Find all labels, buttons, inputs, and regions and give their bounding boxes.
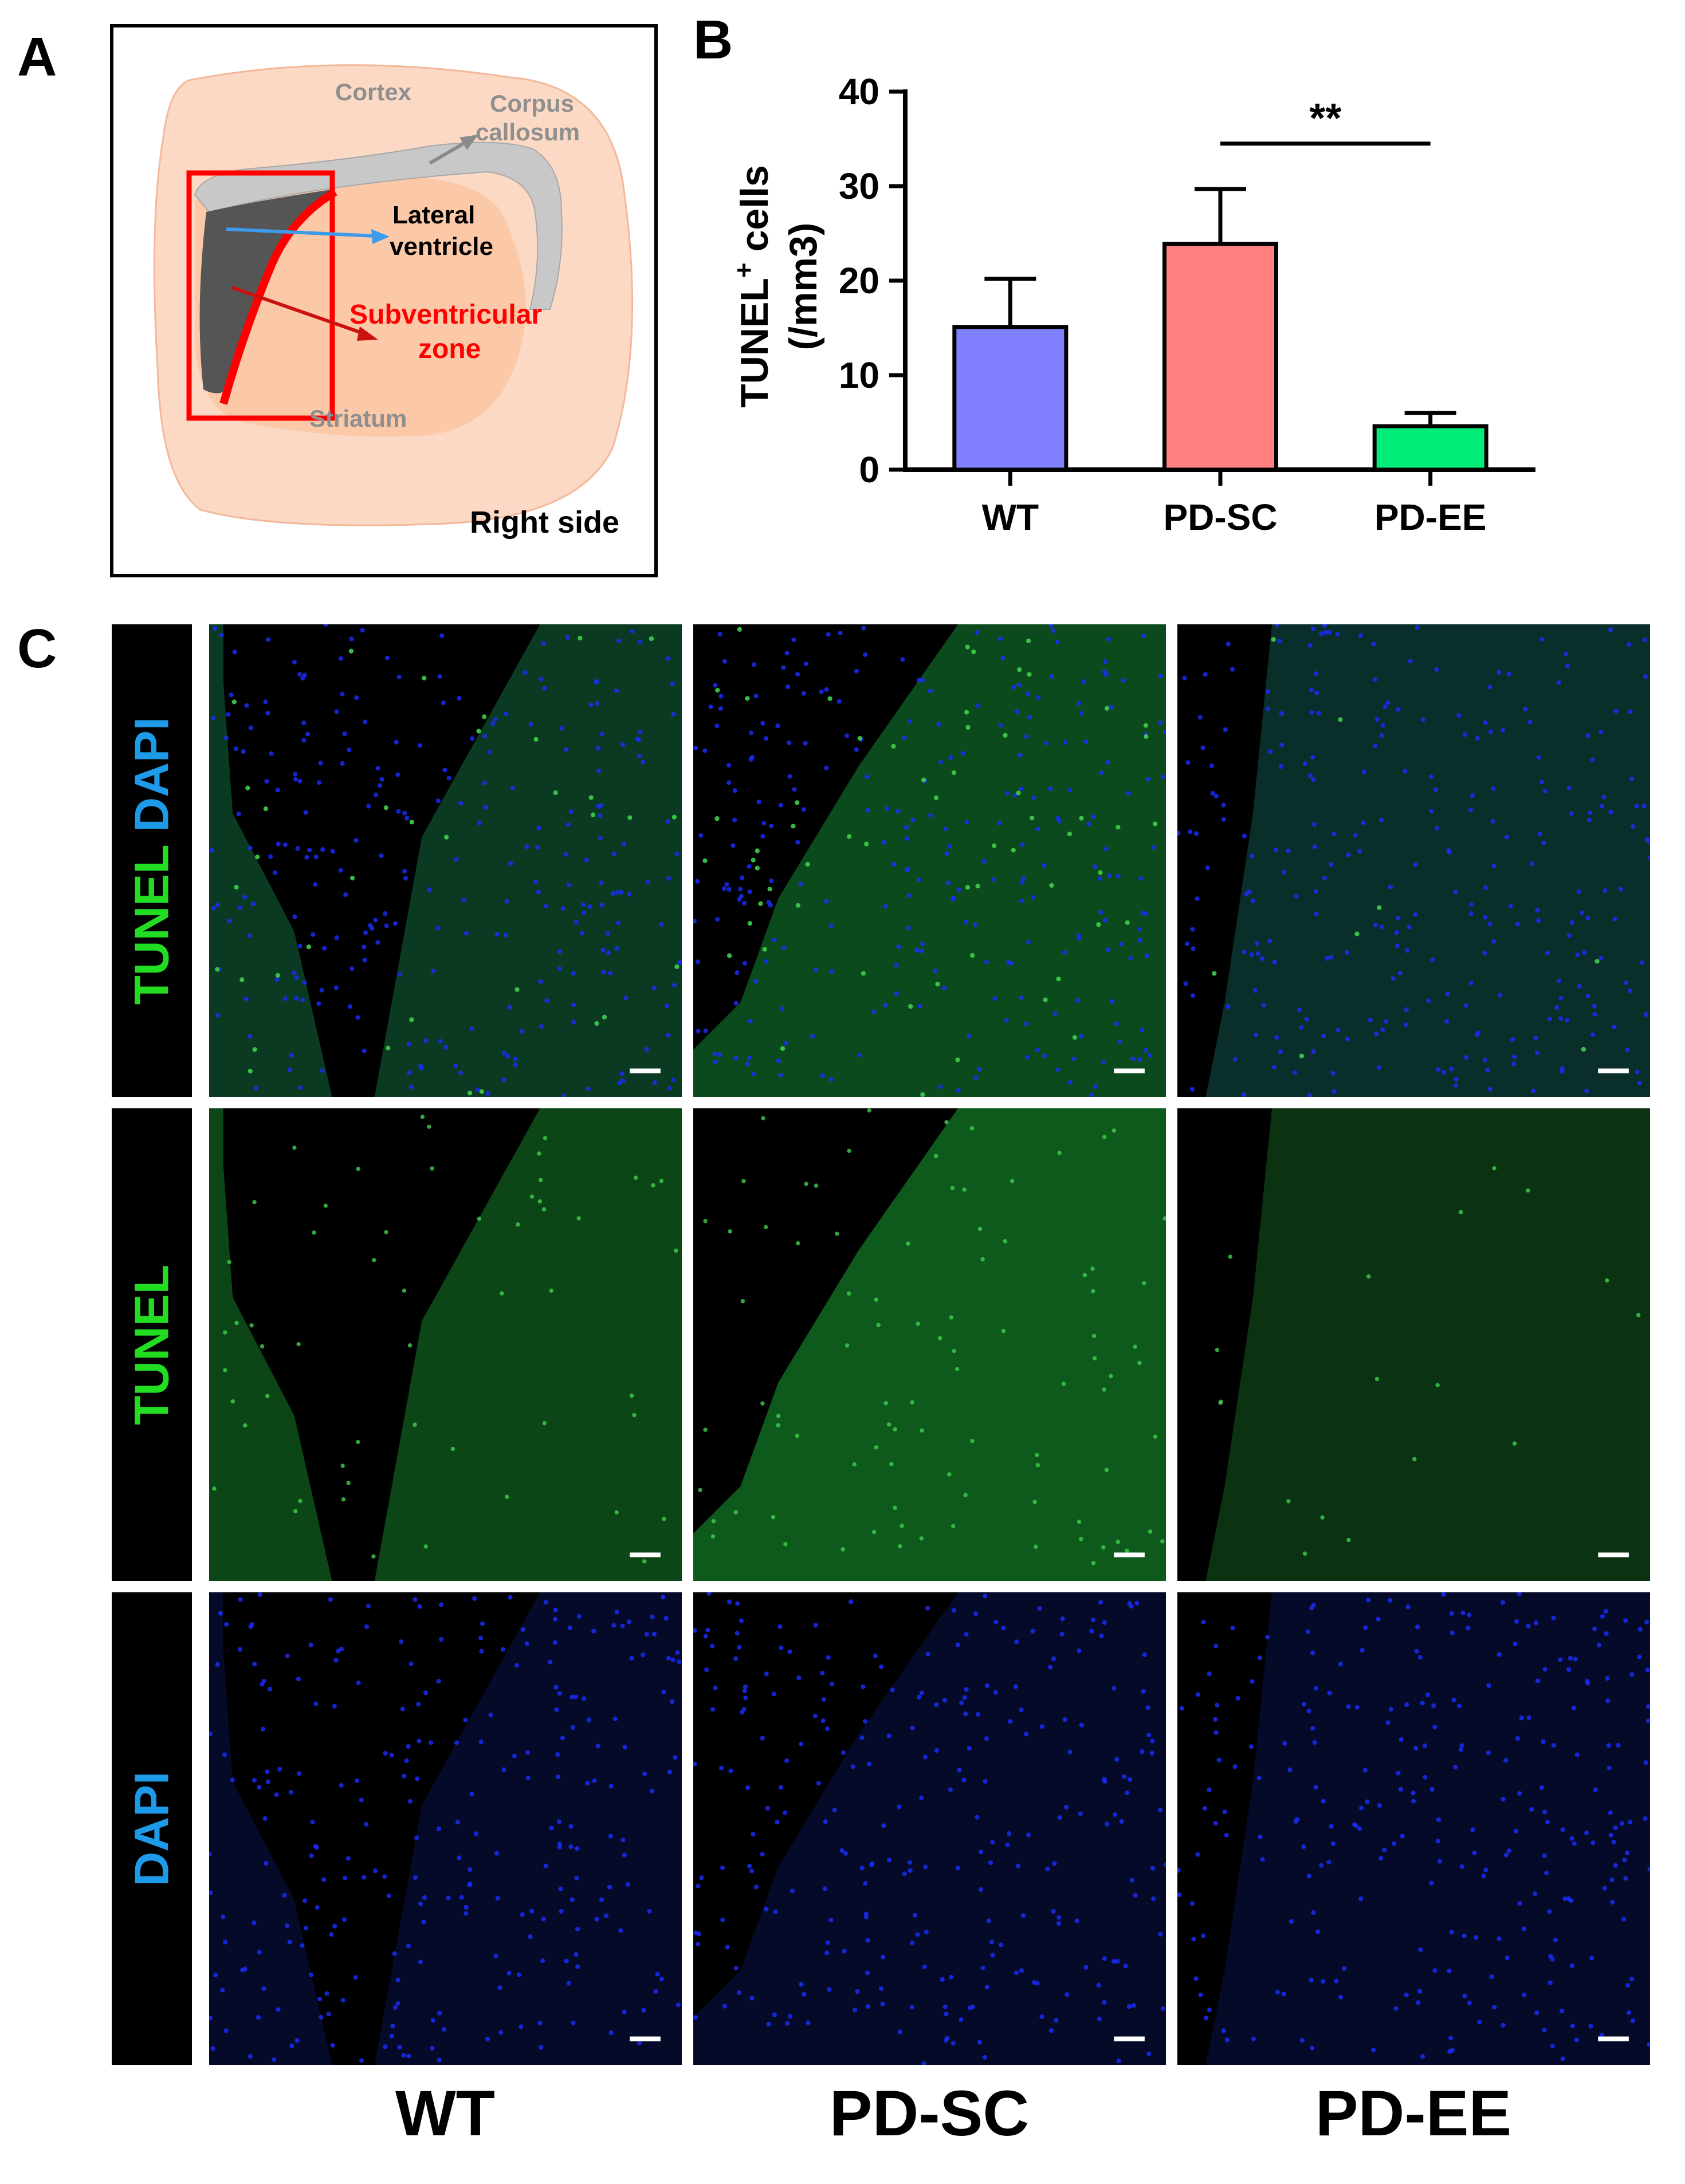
- micrograph-image: [693, 1108, 1166, 1581]
- label-right-side: Right side: [470, 505, 619, 540]
- label-corpus-2: callosum: [476, 119, 580, 145]
- x-tick-label: PD-EE: [1374, 497, 1487, 538]
- micrograph-image: [1177, 624, 1650, 1097]
- row-label-part: TUNEL: [124, 1264, 179, 1425]
- y-tick-label: 10: [839, 355, 879, 396]
- ventricle-region: [693, 1592, 958, 2018]
- bar-pd-sc: [1162, 242, 1278, 472]
- y-tick-label: 30: [839, 166, 879, 207]
- scale-bar: [1114, 2036, 1145, 2041]
- row-label-text: TUNEL: [124, 1265, 180, 1425]
- label-striatum: Striatum: [309, 405, 407, 432]
- y-axis-title: TUNEL+ cells: [729, 165, 776, 408]
- y-axis-unit: (/mm3): [781, 223, 825, 351]
- tunel-bar-chart: 0 10 20 30 40 WT PD-SC PD-EE ** TUNEL+ cells(/mm3…: [729, 71, 1535, 538]
- micrograph-image: [693, 1592, 1166, 2065]
- micrograph-tunel-1: [693, 1108, 1166, 1581]
- lateral-ventricle: [199, 189, 335, 393]
- scale-bar: [630, 1068, 661, 1073]
- micrograph-tunel-0: [209, 1108, 682, 1581]
- label-cortex: Cortex: [335, 78, 412, 105]
- scale-bar: [630, 1552, 661, 1557]
- ventricle-region: [1177, 624, 1272, 1097]
- column-label-pd-ee: PD-EE: [1315, 2077, 1512, 2149]
- bar-pd-ee: [1372, 424, 1488, 472]
- scale-bar: [630, 2036, 661, 2041]
- scale-bar: [1598, 2036, 1629, 2041]
- label-corpus-1: Corpus: [490, 90, 574, 117]
- significance-label: **: [1309, 96, 1341, 141]
- region-of-interest-box: [186, 170, 335, 421]
- ventricle-region: [693, 624, 958, 1050]
- svz-line: [219, 188, 337, 405]
- micrograph-dapi-0: [209, 1592, 682, 2065]
- scale-bar: [1114, 1552, 1145, 1557]
- ventricle-region: [223, 624, 540, 1097]
- micrograph-image: [693, 624, 1166, 1097]
- row-label-tunel: TUNEL: [112, 1108, 192, 1581]
- micrograph-image: [209, 1592, 682, 2065]
- brain-schematic: Cortex Corpus callosum Lateral ventricle…: [110, 24, 658, 577]
- row-label-text: TUNEL DAPI: [124, 717, 180, 1005]
- ventricle-region: [693, 1108, 958, 1534]
- panel-label-a: A: [17, 26, 57, 88]
- corpus-callosum: [194, 141, 563, 310]
- micrograph-image: [209, 624, 682, 1097]
- x-tick-label: PD-SC: [1163, 497, 1277, 538]
- micrograph-merge-0: [209, 624, 682, 1097]
- bar-wt: [952, 325, 1069, 472]
- panel-label-c: C: [17, 618, 57, 679]
- row-label-part: TUNEL: [124, 845, 179, 1005]
- ventricle-region: [1177, 1108, 1272, 1581]
- y-axis-title-sup: +: [729, 262, 759, 278]
- micrograph-image: [209, 1108, 682, 1581]
- row-label-text: DAPI: [124, 1771, 180, 1886]
- label-svz-2: zone: [418, 334, 481, 364]
- scale-bar: [1598, 1552, 1629, 1557]
- scale-bar: [1598, 1068, 1629, 1073]
- micrograph-image: [1177, 1108, 1650, 1581]
- micrograph-image: [1177, 1592, 1650, 2065]
- row-label-part: DAPI: [124, 1771, 179, 1886]
- ventricle-region: [223, 1592, 540, 2065]
- ventricle-region: [223, 1108, 540, 1581]
- column-label-pd-sc: PD-SC: [829, 2077, 1030, 2149]
- micrograph-tunel-2: [1177, 1108, 1650, 1581]
- micrograph-merge-2: [1177, 624, 1650, 1097]
- x-tick-label: WT: [982, 497, 1039, 538]
- row-label-part: DAPI: [124, 717, 179, 845]
- row-label-dapi: DAPI: [112, 1592, 192, 2065]
- label-svz-1: Subventricular: [349, 300, 542, 330]
- panel-label-b: B: [693, 9, 733, 70]
- micrograph-dapi-1: [693, 1592, 1166, 2065]
- scale-bar: [1114, 1068, 1145, 1073]
- micrograph-dapi-2: [1177, 1592, 1650, 2065]
- micrograph-merge-1: [693, 624, 1166, 1097]
- label-ventricle-2: ventricle: [390, 233, 493, 261]
- row-label-merge: TUNEL DAPI: [112, 624, 192, 1097]
- column-label-wt: WT: [395, 2077, 496, 2149]
- y-tick-label: 20: [839, 260, 879, 301]
- ventricle-region: [1177, 1592, 1272, 2065]
- y-tick-label: 0: [859, 449, 879, 490]
- label-ventricle-1: Lateral: [392, 201, 475, 229]
- y-tick-label: 40: [839, 71, 879, 112]
